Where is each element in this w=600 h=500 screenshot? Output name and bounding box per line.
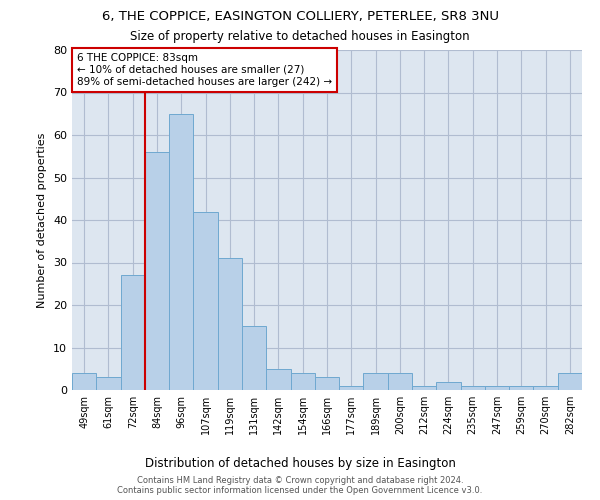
Bar: [96, 378, 121, 390]
Bar: [558, 373, 582, 390]
Text: Contains HM Land Registry data © Crown copyright and database right 2024.
Contai: Contains HM Land Registry data © Crown c…: [118, 476, 482, 495]
Bar: [169, 114, 193, 390]
Bar: [266, 369, 290, 390]
Bar: [533, 386, 558, 390]
Bar: [339, 386, 364, 390]
Bar: [436, 382, 461, 390]
Bar: [315, 378, 339, 390]
Bar: [364, 373, 388, 390]
Text: 6, THE COPPICE, EASINGTON COLLIERY, PETERLEE, SR8 3NU: 6, THE COPPICE, EASINGTON COLLIERY, PETE…: [101, 10, 499, 23]
Bar: [461, 386, 485, 390]
Text: Size of property relative to detached houses in Easington: Size of property relative to detached ho…: [130, 30, 470, 43]
Bar: [509, 386, 533, 390]
Bar: [145, 152, 169, 390]
Bar: [412, 386, 436, 390]
Bar: [485, 386, 509, 390]
Bar: [388, 373, 412, 390]
Text: 6 THE COPPICE: 83sqm
← 10% of detached houses are smaller (27)
89% of semi-detac: 6 THE COPPICE: 83sqm ← 10% of detached h…: [77, 54, 332, 86]
Bar: [72, 373, 96, 390]
Text: Distribution of detached houses by size in Easington: Distribution of detached houses by size …: [145, 458, 455, 470]
Bar: [290, 373, 315, 390]
Bar: [218, 258, 242, 390]
Y-axis label: Number of detached properties: Number of detached properties: [37, 132, 47, 308]
Bar: [242, 326, 266, 390]
Bar: [193, 212, 218, 390]
Bar: [121, 275, 145, 390]
